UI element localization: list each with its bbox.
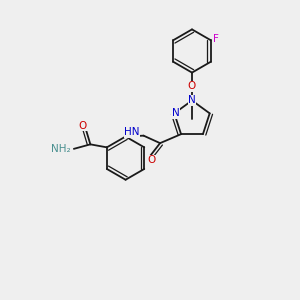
Text: O: O	[79, 121, 87, 131]
Text: HN: HN	[124, 127, 140, 137]
Text: N: N	[188, 95, 196, 106]
Text: NH₂: NH₂	[51, 144, 71, 154]
Text: F: F	[213, 34, 219, 44]
Text: O: O	[188, 81, 196, 91]
Text: N: N	[172, 108, 180, 118]
Text: O: O	[147, 155, 155, 165]
